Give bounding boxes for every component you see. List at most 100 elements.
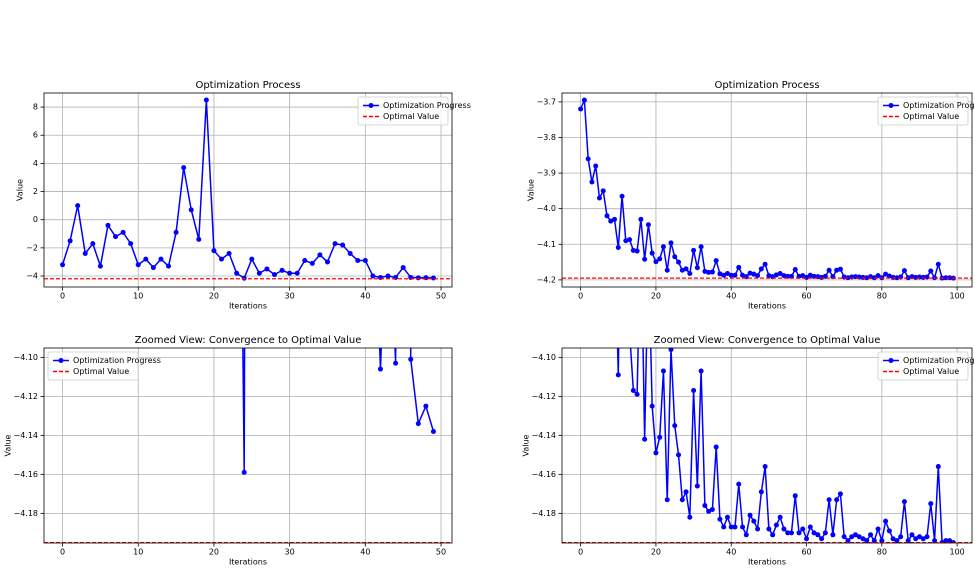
point xyxy=(755,273,761,279)
chart-title: Optimization Process xyxy=(714,80,819,91)
legend: Optimization Progress Optimal Value xyxy=(357,96,471,126)
point xyxy=(758,266,764,272)
point xyxy=(724,270,730,276)
point xyxy=(819,536,825,542)
y-axis-label: Value xyxy=(522,434,531,456)
point xyxy=(143,256,149,262)
point xyxy=(875,526,881,532)
point xyxy=(120,229,126,235)
point xyxy=(807,272,813,278)
point xyxy=(347,250,353,256)
point xyxy=(747,512,753,518)
point xyxy=(687,270,693,276)
point xyxy=(773,522,779,528)
point xyxy=(173,229,179,235)
point xyxy=(664,267,670,273)
point xyxy=(660,368,666,374)
point xyxy=(630,388,636,394)
y-tick-label: 6 xyxy=(33,131,38,140)
point xyxy=(713,444,719,450)
point xyxy=(901,499,907,505)
point xyxy=(924,534,930,540)
x-tick-label: 50 xyxy=(436,292,446,301)
point xyxy=(423,275,429,281)
point xyxy=(604,213,610,219)
point xyxy=(773,272,779,278)
point xyxy=(920,536,926,542)
point xyxy=(340,242,346,248)
point xyxy=(585,156,591,162)
legend-label: Optimization Progress xyxy=(903,356,975,365)
point xyxy=(935,464,941,470)
point xyxy=(203,97,209,103)
legend-box xyxy=(877,351,969,381)
y-tick-label: −4.0 xyxy=(537,204,556,213)
point xyxy=(713,258,719,264)
point xyxy=(717,271,723,277)
point xyxy=(362,258,368,264)
point xyxy=(653,259,659,265)
point xyxy=(287,270,293,276)
point xyxy=(649,403,655,409)
point xyxy=(128,241,134,247)
point xyxy=(724,514,730,520)
legend-marker xyxy=(888,103,894,108)
point xyxy=(792,267,798,273)
subplot: 0 10 20 30 40 50−4.18−4.16−4.14−4.12−4.10Zoom… xyxy=(4,335,453,567)
point xyxy=(766,273,772,279)
point xyxy=(740,272,746,278)
legend-label: Optimization Progress xyxy=(383,101,471,110)
point xyxy=(623,238,629,244)
point xyxy=(898,274,904,280)
y-tick-label: −4.10 xyxy=(531,353,556,362)
point xyxy=(672,254,678,260)
point xyxy=(694,483,700,489)
point xyxy=(709,269,715,275)
x-tick-label: 0 xyxy=(578,292,583,301)
point xyxy=(166,263,172,269)
point xyxy=(601,62,606,67)
point xyxy=(75,203,81,209)
x-tick-label: 80 xyxy=(877,292,887,301)
y-tick-label: −4.16 xyxy=(531,470,556,479)
point xyxy=(589,179,595,185)
x-tick-label: 10 xyxy=(133,548,143,557)
point xyxy=(728,272,734,278)
point xyxy=(751,271,757,277)
legend-label: Optimization Progress xyxy=(73,356,161,365)
point xyxy=(264,266,270,272)
point xyxy=(777,270,783,276)
point xyxy=(702,503,708,509)
x-tick-label: 60 xyxy=(801,292,811,301)
point xyxy=(241,469,247,475)
point xyxy=(377,366,383,372)
point xyxy=(158,256,164,262)
point xyxy=(886,528,892,534)
point xyxy=(370,273,376,279)
y-tick-label: 2 xyxy=(33,187,38,196)
x-tick-label: 30 xyxy=(285,548,295,557)
legend: Optimization Progress Optimal Value xyxy=(877,351,975,381)
x-tick-label: 80 xyxy=(877,548,887,557)
y-tick-label: −4 xyxy=(26,272,38,281)
x-tick-label: 40 xyxy=(360,292,370,301)
x-tick-label: 20 xyxy=(651,292,661,301)
point xyxy=(834,267,840,273)
point xyxy=(150,265,156,271)
point xyxy=(924,274,930,280)
point xyxy=(762,464,768,470)
chart-title: Zoomed View: Convergence to Optimal Valu… xyxy=(654,335,881,346)
point xyxy=(770,532,776,538)
point xyxy=(732,524,738,530)
point xyxy=(196,236,202,242)
point xyxy=(894,538,900,543)
point xyxy=(837,491,843,497)
y-tick-label: −4.10 xyxy=(13,353,38,362)
axes-frame xyxy=(43,92,453,288)
point xyxy=(905,275,911,281)
point xyxy=(608,228,613,233)
point xyxy=(868,532,874,538)
legend-label: Optimal Value xyxy=(73,367,129,376)
point xyxy=(657,256,663,262)
x-tick-label: 20 xyxy=(651,548,661,557)
